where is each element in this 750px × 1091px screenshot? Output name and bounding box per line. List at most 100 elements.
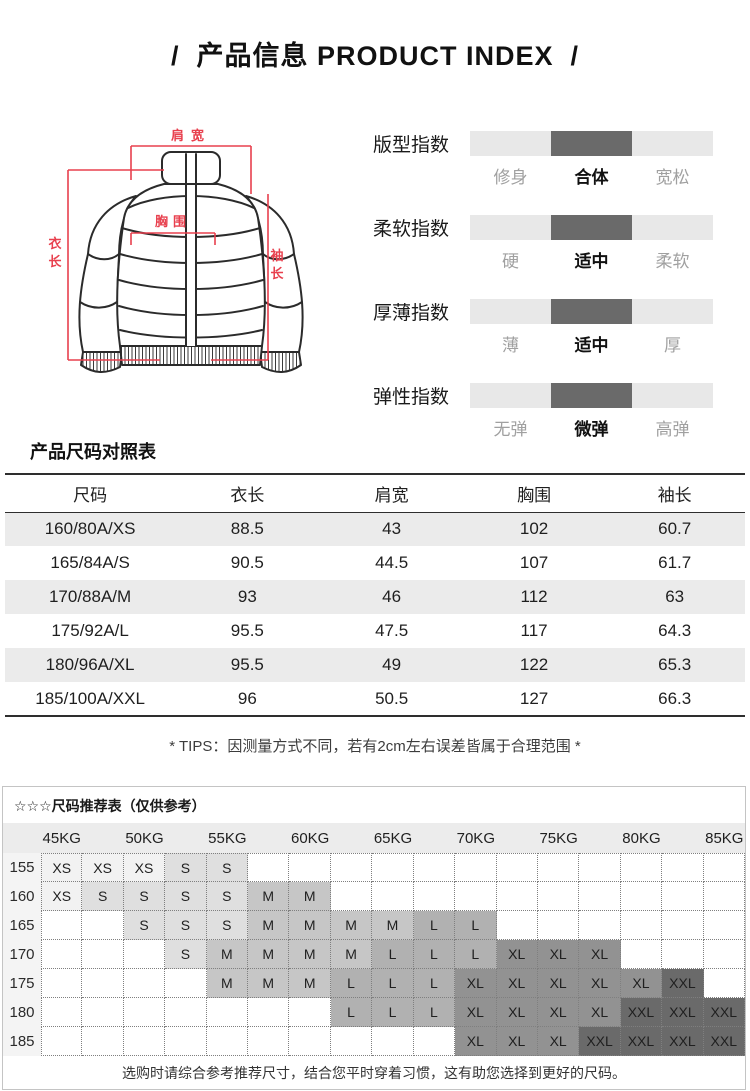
index-row: 厚薄指数薄 适中 厚 bbox=[373, 298, 715, 356]
index-bar-segment bbox=[551, 131, 632, 156]
rec-cell bbox=[413, 853, 456, 882]
rec-weight-label: 45KG bbox=[42, 829, 81, 847]
size-table-cell: 127 bbox=[519, 688, 549, 708]
rec-cell bbox=[413, 882, 456, 911]
rec-cell bbox=[579, 882, 621, 911]
rec-weight-label: 70KG bbox=[456, 829, 495, 847]
rec-height-label: 170 bbox=[3, 940, 41, 969]
rec-cell bbox=[579, 853, 621, 882]
rec-cell: XL bbox=[537, 998, 580, 1027]
rec-cell: S bbox=[165, 940, 207, 969]
size-table-cell: 185/100A/XXL bbox=[35, 688, 145, 708]
rec-row: 175 M M M L L L XL XL XL XL XL XXL bbox=[3, 969, 745, 998]
rec-cell bbox=[537, 911, 580, 940]
size-table-header: 肩宽 bbox=[374, 485, 409, 505]
rec-cell: L bbox=[372, 940, 414, 969]
rec-title: ☆☆☆尺码推荐表（仅供参考） bbox=[14, 798, 206, 814]
rec-note: 选购时请综合参考推荐尺寸，结合您平时穿着习惯，这有助您选择到更好的尺码。 bbox=[122, 1064, 626, 1081]
size-table-header-row: 尺码 衣长 肩宽 胸围 袖长 bbox=[5, 474, 745, 512]
rec-height-label: 160 bbox=[3, 882, 41, 911]
size-table-cell: 63 bbox=[665, 587, 685, 606]
size-table-cell: 47.5 bbox=[375, 621, 409, 640]
rec-cell bbox=[248, 1027, 290, 1056]
index-bar-segment bbox=[470, 383, 551, 408]
rec-cell bbox=[372, 853, 414, 882]
rec-cell bbox=[703, 882, 745, 911]
rec-height-label: 185 bbox=[3, 1027, 41, 1056]
size-table-cell: 49 bbox=[382, 655, 402, 674]
rec-cell bbox=[496, 911, 538, 940]
rec-cell: M bbox=[289, 940, 331, 969]
rec-cell bbox=[41, 998, 83, 1027]
size-table-cell: 96 bbox=[237, 688, 257, 708]
rec-cell: M bbox=[330, 940, 373, 969]
size-table-body: 160/80A/XS 88.5 43 102 60.7 165/84A/S 90.5 44.5… bbox=[5, 512, 745, 716]
rec-cell bbox=[206, 998, 249, 1027]
rec-cell bbox=[165, 998, 207, 1027]
rec-cell: M bbox=[248, 940, 290, 969]
size-table-row: 175/92A/L 95.5 47.5 117 64.3 bbox=[5, 614, 745, 648]
size-table-cell: 102 bbox=[519, 519, 549, 539]
rec-cell bbox=[620, 940, 663, 969]
rec-cell: XL bbox=[579, 940, 621, 969]
rec-cell: S bbox=[82, 882, 124, 911]
rec-cell bbox=[82, 969, 124, 998]
rec-cell: XL bbox=[496, 998, 538, 1027]
rec-cell: S bbox=[206, 853, 249, 882]
index-option-label: 薄 bbox=[502, 336, 519, 355]
index-option-label: 合体 bbox=[574, 168, 609, 187]
rec-height-label: 180 bbox=[3, 998, 41, 1027]
index-option-label: 硬 bbox=[502, 252, 519, 271]
index-title: 版型指数 bbox=[373, 135, 450, 156]
rec-cell: M bbox=[206, 940, 249, 969]
rec-cell: XL bbox=[537, 940, 580, 969]
size-table: 尺码 衣长 肩宽 胸围 袖长 160/80A/XS 88.5 43 102 60.7 165/84… bbox=[5, 473, 745, 717]
index-bar-segment bbox=[551, 383, 632, 408]
size-table-cell: 160/80A/XS bbox=[44, 519, 136, 539]
rec-cell bbox=[82, 998, 124, 1027]
rec-cell: M bbox=[289, 882, 331, 911]
index-option-label: 适中 bbox=[574, 252, 609, 271]
rec-cell: XL bbox=[496, 1027, 538, 1056]
rec-cell bbox=[41, 940, 83, 969]
rec-row: 180 L L L XL XL XL XL XXL XXL XXL bbox=[3, 998, 745, 1027]
index-title: 弹性指数 bbox=[373, 387, 450, 408]
rec-cell: M bbox=[248, 969, 290, 998]
size-table-cell: 112 bbox=[520, 587, 548, 606]
size-table-cell: 65.3 bbox=[658, 655, 692, 674]
chest-line bbox=[130, 232, 216, 245]
jacket-diagram-svg: 肩宽 胸围 衣长 袖长 bbox=[48, 128, 304, 373]
rec-cell: XL bbox=[496, 969, 538, 998]
rec-cell bbox=[455, 853, 497, 882]
index-bar bbox=[470, 299, 713, 324]
rec-cell: M bbox=[248, 882, 290, 911]
rec-cell bbox=[248, 853, 290, 882]
index-bar-segment bbox=[470, 131, 551, 156]
rec-cell bbox=[82, 940, 124, 969]
rec-cell: M bbox=[206, 969, 249, 998]
rec-cell: XXL bbox=[579, 1027, 621, 1056]
rec-cell: XXL bbox=[703, 998, 745, 1027]
rec-cell: S bbox=[123, 911, 166, 940]
rec-cell: XXL bbox=[662, 1027, 704, 1056]
rec-cell: L bbox=[330, 998, 373, 1027]
rec-cell: XL bbox=[537, 1027, 580, 1056]
index-option-label: 微弹 bbox=[574, 420, 609, 439]
rec-cell: M bbox=[289, 911, 331, 940]
size-table-title: 产品尺码对照表 bbox=[30, 442, 156, 462]
rec-cell bbox=[165, 1027, 207, 1056]
rec-cell bbox=[537, 882, 580, 911]
rec-cell bbox=[620, 853, 663, 882]
index-row: 柔软指数硬 适中 柔软 bbox=[373, 214, 715, 272]
rec-cell bbox=[620, 911, 663, 940]
size-table-header: 袖长 bbox=[657, 485, 692, 505]
rec-weight-label: 65KG bbox=[373, 829, 413, 847]
index-bar-segment bbox=[632, 383, 713, 408]
rec-row: 155 XS XS XS S S bbox=[3, 853, 745, 882]
index-option-label: 高弹 bbox=[655, 420, 690, 439]
index-title: 柔软指数 bbox=[373, 219, 450, 240]
length-line bbox=[67, 169, 164, 361]
rec-cell: XS bbox=[123, 853, 166, 882]
index-option-label: 适中 bbox=[574, 336, 609, 355]
rec-cell bbox=[703, 969, 745, 998]
